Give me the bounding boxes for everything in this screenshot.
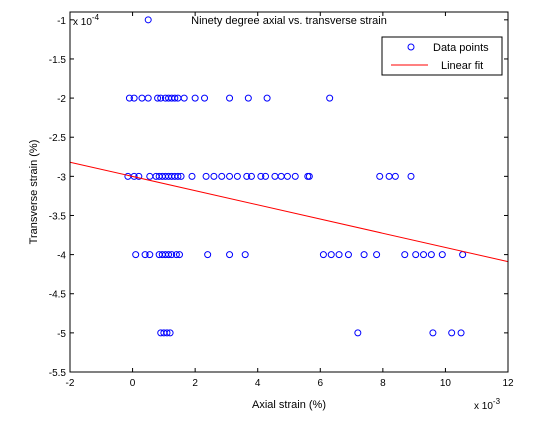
y-tick-label: -4.5 [49,290,67,301]
data-point [283,172,291,180]
x-tick-label: 10 [440,378,452,389]
data-point [257,172,265,180]
x-axis-multiplier-exponent: -3 [493,397,501,406]
data-point [204,251,212,259]
data-point [180,94,188,102]
data-point [218,172,226,180]
data-point [305,172,313,180]
data-point [163,329,171,337]
legend-entry-data-points: Data points [433,42,489,54]
data-point [438,251,446,259]
data-point [154,94,162,102]
x-axis-multiplier: x 10-3 [474,397,501,412]
data-point [448,329,456,337]
y-tick-label: -1.5 [49,55,67,66]
data-point [171,94,179,102]
data-point [326,94,334,102]
data-point [427,251,435,259]
data-point [141,251,149,259]
x-axis-multiplier-base: x 10 [474,401,493,412]
x-tick-label: -2 [66,378,75,389]
data-point [202,172,210,180]
data-point [319,251,327,259]
legend-box [381,36,503,76]
x-tick-label: 6 [318,378,324,389]
data-point [144,94,152,102]
data-point [130,94,138,102]
data-point [188,172,196,180]
x-tick-label: 0 [130,378,136,389]
x-tick-label: 8 [380,378,386,389]
data-point [354,329,362,337]
chart-title: Ninety degree axial vs. transverse strai… [191,15,387,27]
data-point [291,172,299,180]
data-point [244,94,252,102]
y-axis-multiplier-base: x 10 [73,17,92,28]
data-point [165,251,173,259]
x-axis-label: Axial strain (%) [252,399,326,411]
data-point [233,172,241,180]
data-point [226,94,234,102]
data-point [407,172,415,180]
data-point [247,172,255,180]
y-axis-label: Transverse strain (%) [28,140,40,245]
data-point [201,94,209,102]
data-point [146,251,154,259]
data-point [376,172,384,180]
data-point [429,329,437,337]
axes-box [69,11,509,373]
data-point [360,251,368,259]
data-point [412,251,420,259]
data-point [335,251,343,259]
data-point [174,172,182,180]
y-tick-label: -3 [57,172,66,183]
data-point [168,251,176,259]
y-tick-label: -5 [57,329,66,340]
x-tick-label: 4 [255,378,261,389]
y-tick-label: -4 [57,251,66,262]
data-point [243,172,251,180]
plot-content [69,16,509,337]
data-point [132,251,140,259]
data-point [157,94,165,102]
x-tick-label: 12 [502,378,514,389]
y-tick-label: -2 [57,94,66,105]
data-point [166,329,174,337]
data-point [191,94,199,102]
ticks: -2 0 2 4 6 8 10 12 -5.5 -5 -4.5 -4 -3.5 -3 -2.5 -2 -1.5 -… [49,12,514,389]
x-tick-label: 2 [192,378,198,389]
data-point [241,251,249,259]
y-axis-multiplier-exponent: -4 [92,13,100,22]
legend-circle-marker-icon [407,43,415,51]
legend-entry-linear-fit: Linear fit [441,60,483,72]
y-tick-label: -1 [57,16,66,27]
data-point [226,251,234,259]
y-tick-label: -2.5 [49,133,67,144]
y-tick-label: -5.5 [49,368,67,379]
data-point [135,172,143,180]
data-point [177,172,185,180]
data-point [176,251,183,259]
data-point [373,251,381,259]
data-point [262,172,270,180]
data-point [391,172,399,180]
data-point [172,251,180,259]
data-point [344,251,352,259]
linear-fit-line [69,161,509,263]
y-axis-multiplier: x 10-4 [73,13,100,28]
data-point [125,94,133,102]
data-point [144,16,152,24]
legend: Data points Linear fit [381,36,503,76]
data-point [263,94,271,102]
data-point [226,172,234,180]
data-point [210,172,218,180]
axes [69,11,509,373]
data-point [457,329,465,337]
y-tick-label: -3.5 [49,211,67,222]
data-point [327,251,335,259]
data-point [401,251,409,259]
data-point [420,251,428,259]
